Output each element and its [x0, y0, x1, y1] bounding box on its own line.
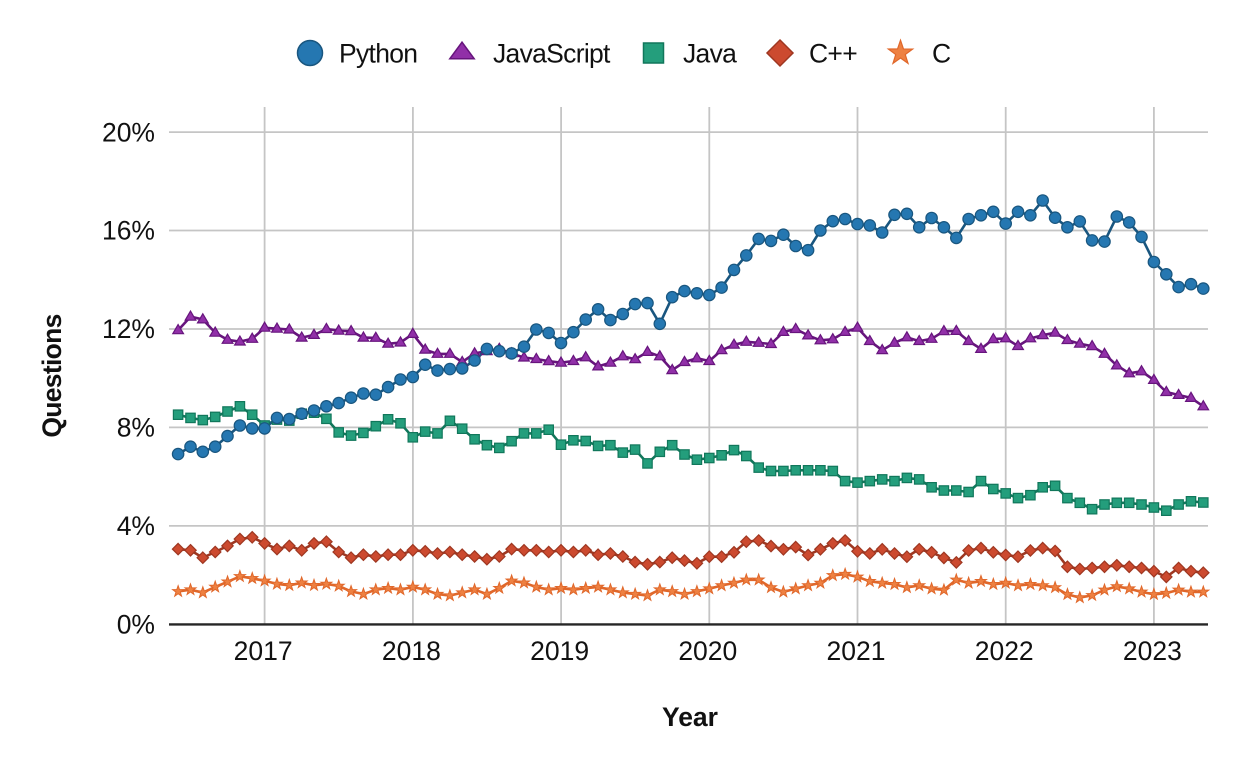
svg-text:C++: C++	[809, 39, 857, 69]
svg-text:C: C	[932, 39, 951, 69]
svg-text:Questions: Questions	[37, 314, 67, 437]
svg-text:2022: 2022	[975, 636, 1034, 666]
svg-text:12%: 12%	[102, 314, 155, 344]
svg-text:2019: 2019	[530, 636, 589, 666]
svg-text:Year: Year	[662, 702, 718, 732]
svg-text:Python: Python	[339, 39, 417, 69]
svg-text:2018: 2018	[382, 636, 441, 666]
svg-text:Java: Java	[683, 39, 737, 69]
svg-text:0%: 0%	[117, 610, 155, 640]
svg-text:8%: 8%	[117, 413, 155, 443]
svg-text:16%: 16%	[102, 216, 155, 246]
svg-text:4%: 4%	[117, 511, 155, 541]
svg-text:2023: 2023	[1123, 636, 1182, 666]
svg-text:2021: 2021	[827, 636, 886, 666]
svg-text:2020: 2020	[678, 636, 737, 666]
svg-text:20%: 20%	[102, 117, 155, 147]
svg-text:JavaScript: JavaScript	[493, 39, 611, 69]
svg-text:2017: 2017	[234, 636, 293, 666]
